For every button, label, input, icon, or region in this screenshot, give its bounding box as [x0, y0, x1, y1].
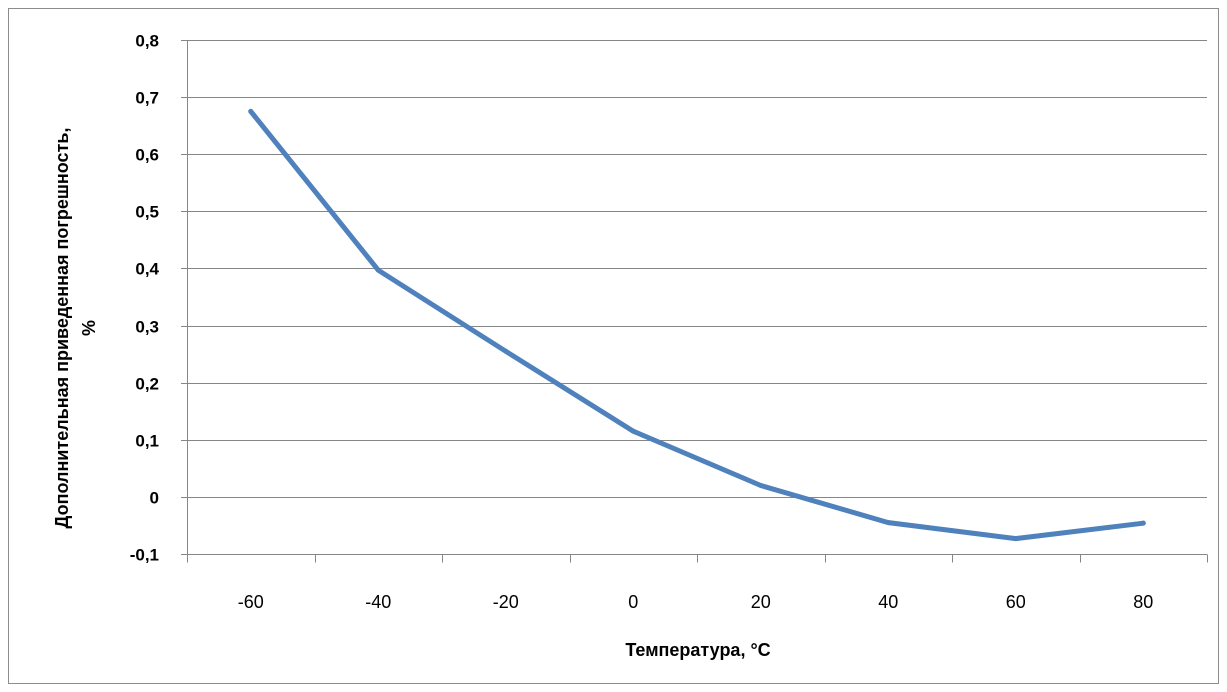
x-tick-label: 80	[1133, 592, 1153, 612]
x-tick-label: -40	[365, 592, 391, 612]
y-axis-title: Дополнительная приведенная погрешность, …	[52, 128, 99, 529]
data-point	[630, 428, 636, 434]
gridlines	[187, 40, 1207, 498]
x-tick-label: 60	[1006, 592, 1026, 612]
y-tick-label: 0,2	[135, 375, 159, 394]
x-axis-title: Температура, °С	[625, 640, 770, 660]
x-tick-labels: -60 -40 -20 0 20 40 60 80	[238, 592, 1154, 612]
data-point	[758, 482, 764, 488]
y-tick-label: 0,4	[135, 260, 159, 279]
y-tick-label: 0,8	[135, 32, 159, 51]
y-tick-label: 0,5	[135, 203, 159, 222]
y-tick-label: 0,6	[135, 146, 159, 165]
series-line	[248, 108, 1146, 542]
data-point	[248, 108, 254, 114]
x-tick-label: -20	[493, 592, 519, 612]
y-tick-label: 0	[150, 489, 159, 508]
x-tick-label: 20	[751, 592, 771, 612]
chart-frame	[8, 8, 1219, 684]
data-point	[1013, 536, 1019, 542]
data-point	[503, 348, 509, 354]
data-point	[1140, 520, 1146, 526]
data-point	[375, 267, 381, 273]
y-tick-label: -0,1	[130, 546, 159, 565]
y-tick-label: 0,3	[135, 318, 159, 337]
x-tick-label: 40	[878, 592, 898, 612]
x-tick-label: -60	[238, 592, 264, 612]
data-point	[885, 520, 891, 526]
y-tick-label: 0,7	[135, 89, 159, 108]
y-tick-label: 0,1	[135, 432, 159, 451]
x-tick-label: 0	[628, 592, 638, 612]
y-axis-title-line-1: Дополнительная приведенная погрешность,	[52, 128, 72, 529]
axes	[181, 40, 1208, 563]
y-axis-title-line-2: %	[79, 320, 99, 336]
series-lines	[248, 108, 1146, 542]
y-tick-labels: -0,1 0 0,1 0,2 0,3 0,4 0,5 0,6 0,7 0,8	[130, 32, 160, 565]
